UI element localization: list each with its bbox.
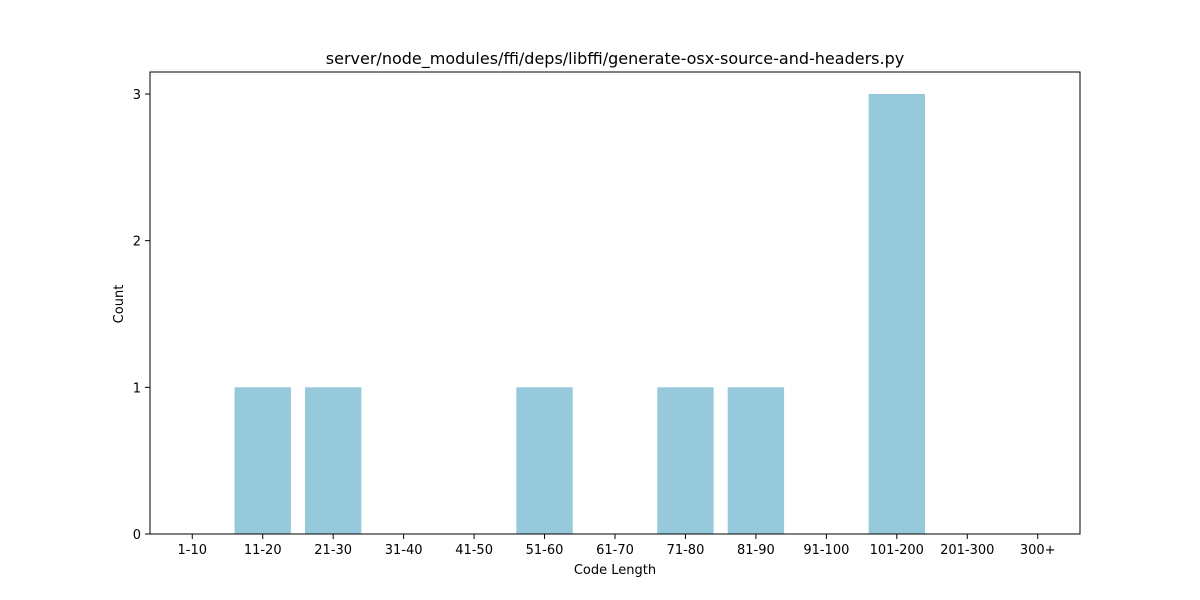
bar-group [234,94,925,534]
x-axis-label: Code Length [574,563,656,578]
plot-frame [149,71,1081,535]
bar-81-90 [727,387,785,534]
x-tick-label: 81-90 [737,543,775,558]
y-tick-label: 2 [133,235,141,250]
x-tick-label: 101-200 [870,543,924,558]
x-tick-label: 1-10 [178,543,208,558]
x-tick-label: 71-80 [667,543,705,558]
x-tick-label: 31-40 [385,543,423,558]
chart-title: server/node_modules/ffi/deps/libffi/gene… [326,49,904,69]
bar-11-20 [234,387,291,534]
x-tick-label: 11-20 [244,543,282,558]
y-tick-label: 3 [133,88,141,103]
bar-101-200 [868,94,925,534]
x-axis-ticks: 1-10 11-20 21-30 31-40 41-50 51-60 61-70 71-80 8… [178,534,1056,558]
x-tick-label: 21-30 [314,543,352,558]
x-tick-label: 51-60 [526,543,564,558]
y-axis-label: Count [112,285,127,324]
x-tick-label: 300+ [1020,543,1056,558]
x-tick-label: 201-300 [940,543,994,558]
y-tick-label: 1 [133,381,141,396]
x-tick-label: 41-50 [455,543,493,558]
bar-21-30 [305,387,362,534]
x-tick-label: 91-100 [803,543,849,558]
y-axis-ticks: 0 1 2 3 [133,88,150,543]
x-tick-label: 61-70 [596,543,634,558]
bar-71-80 [657,387,714,534]
bar-51-60 [516,387,573,534]
y-tick-label: 0 [133,528,141,543]
